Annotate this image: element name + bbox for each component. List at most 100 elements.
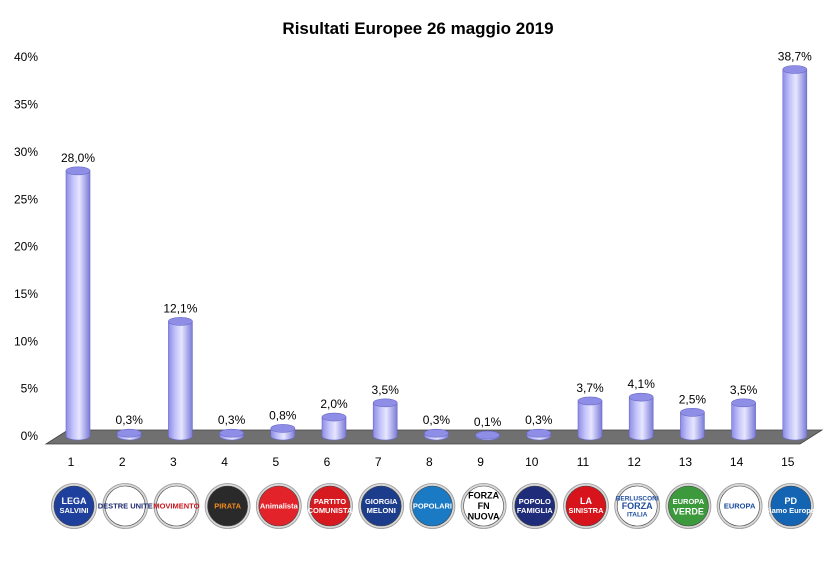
bar	[424, 428, 449, 441]
x-tick-label: 5	[272, 455, 279, 469]
logo-text: EUROPA	[673, 497, 705, 506]
logo-text: ITALIA	[627, 511, 648, 518]
bar-cap	[219, 428, 244, 438]
logo-disc	[360, 485, 402, 527]
logo-text: PD	[785, 496, 798, 506]
bar-cap	[782, 65, 808, 74]
bar-cap	[372, 398, 398, 408]
x-tick-label: 10	[525, 455, 539, 469]
party-logo: POPOLARI	[409, 483, 456, 529]
x-tick-label: 13	[679, 455, 693, 469]
logo-text: DESTRE UNITE	[98, 502, 153, 511]
bar-cap	[168, 317, 193, 326]
y-tick-label: 20%	[14, 240, 38, 254]
bar-cap	[270, 424, 296, 433]
x-tick-label: 4	[221, 455, 228, 469]
logo-disc	[53, 485, 95, 527]
y-tick-label: 40%	[14, 50, 38, 64]
logo-disc	[770, 485, 812, 527]
logo-disc	[309, 485, 351, 527]
logo-text: BERLUSCONI	[616, 495, 659, 502]
x-tick-label: 8	[426, 455, 433, 469]
bar	[219, 428, 244, 441]
bar-body	[372, 402, 398, 441]
logo-text: Animalista	[260, 502, 299, 511]
logo-text: FN	[478, 501, 490, 511]
party-logo: EUROPA	[716, 483, 763, 529]
bar-cap	[628, 392, 654, 402]
bar-cap	[577, 396, 603, 406]
bar-cap	[116, 428, 142, 438]
bar	[731, 398, 756, 441]
data-label: 4,1%	[628, 377, 656, 391]
logo-text: LA	[580, 496, 592, 506]
logo-text: Siamo Europei	[765, 506, 818, 515]
data-label: 3,5%	[372, 383, 400, 397]
bar	[65, 166, 91, 441]
data-label: 38,7%	[778, 50, 812, 64]
bar-cap	[680, 408, 705, 417]
bar-body	[782, 69, 808, 441]
bar	[116, 428, 142, 441]
data-label: 0,3%	[218, 413, 246, 427]
bar-body	[577, 400, 603, 441]
chart-title: Risultati Europee 26 maggio 2019	[282, 19, 553, 38]
bar	[372, 398, 398, 441]
bar-body	[680, 412, 705, 441]
x-tick-label: 11	[577, 455, 590, 469]
x-tick-label: 7	[375, 455, 382, 469]
x-tick-label: 15	[781, 455, 795, 469]
x-tick-label: 1	[68, 455, 75, 469]
data-label: 3,5%	[730, 383, 758, 397]
bar-cap	[731, 398, 756, 408]
logo-disc	[104, 485, 146, 527]
logo-text: NUOVA	[468, 512, 500, 522]
bar-body	[628, 396, 654, 441]
logo-text: FORZA	[622, 501, 653, 511]
logo-text: COMUNISTA	[308, 506, 353, 515]
x-tick-label: 14	[730, 455, 744, 469]
bar	[321, 412, 347, 441]
x-tick-label: 9	[477, 455, 484, 469]
logo-disc	[514, 485, 556, 527]
bar	[628, 392, 654, 441]
y-tick-label: 15%	[14, 287, 38, 301]
logo-text: POPOLARI	[413, 502, 452, 511]
data-label: 0,3%	[423, 413, 451, 427]
logo-text: SINISTRA	[568, 506, 604, 515]
bar-cap	[526, 428, 552, 438]
logo-disc	[719, 485, 760, 527]
logo-text: FORZA	[468, 491, 499, 501]
bar-body	[321, 416, 347, 441]
data-label: 0,8%	[269, 408, 297, 422]
data-label: 28,0%	[61, 151, 95, 165]
logo-text: SALVINI	[59, 506, 88, 515]
bar-body	[731, 402, 756, 441]
logo-text: FAMIGLIA	[517, 506, 553, 515]
bar-cap	[65, 166, 91, 176]
party-logo: DESTRE UNITE	[98, 483, 153, 529]
bar-body	[65, 170, 91, 441]
x-tick-label: 3	[170, 455, 177, 469]
logo-disc	[156, 485, 197, 527]
y-tick-label: 5%	[21, 382, 39, 396]
data-label: 0,3%	[525, 413, 553, 427]
logo-text: GIORGIA	[365, 497, 398, 506]
bar	[270, 424, 296, 441]
logo-disc	[258, 485, 300, 527]
logo-text: POPOLO	[519, 497, 551, 506]
logo-text: MOVIMENTO	[153, 502, 199, 511]
logo-disc	[565, 485, 607, 527]
bar	[526, 428, 552, 441]
logo-text: LEGA	[61, 496, 87, 506]
logo-text: PARTITO	[314, 497, 346, 506]
bar	[475, 430, 500, 441]
bar-cap	[424, 428, 449, 438]
party-logo: MOVIMENTO	[153, 483, 200, 529]
